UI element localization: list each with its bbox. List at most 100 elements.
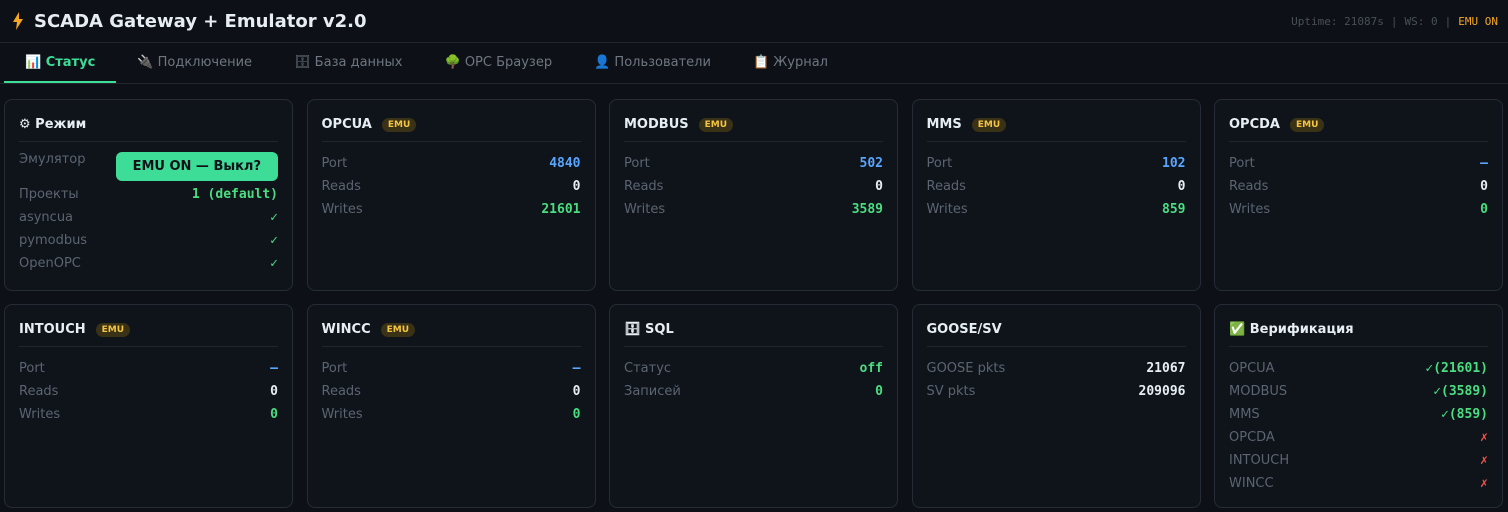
toggle-button[interactable]: EMU ON — Выкл?: [115, 152, 278, 181]
row: GOOSE pkts 21067: [927, 357, 1186, 380]
emu-status: EMU ON: [1458, 14, 1498, 28]
row-label: MODBUS: [1229, 384, 1288, 399]
row-value: 502: [859, 156, 883, 171]
row-value: 0: [270, 407, 278, 422]
row: asyncua ✓: [19, 206, 278, 229]
card-title: OPCUA: [321, 117, 372, 132]
row-label: Reads: [624, 179, 664, 194]
row: Port 102: [927, 152, 1186, 175]
row: Проекты 1 (default): [19, 183, 278, 206]
tab[interactable]: 📊 Статус: [4, 43, 117, 83]
row-label: Reads: [926, 179, 966, 194]
row: MMS ✓(859): [1229, 403, 1488, 426]
row-label: MMS: [1229, 407, 1260, 422]
card-title: INTOUCH: [19, 322, 86, 337]
row: Статус off: [624, 357, 883, 380]
row-value: —: [572, 361, 581, 376]
badge: EMU: [1289, 117, 1325, 132]
row: Port 502: [624, 152, 883, 175]
row: Writes 0: [1229, 198, 1488, 221]
row-value: 0: [572, 384, 581, 399]
row-value: 209096: [1138, 384, 1186, 399]
row-value: 102: [1162, 156, 1186, 171]
card-header: INTOUCH EMU: [19, 321, 278, 347]
card: ⚙ Режим Эмулятор EMU ON — Выкл? Проекты 1 (d…: [4, 99, 293, 291]
card: WINCC EMU Port — Reads 0 Writes 0: [306, 304, 596, 508]
row: Эмулятор EMU ON — Выкл?: [19, 152, 278, 183]
row: OpenOPC ✓: [19, 252, 278, 275]
row-value: ✗: [1480, 453, 1488, 468]
row-label: Port: [321, 156, 348, 171]
row-label: Writes: [321, 202, 363, 217]
row-label: Writes: [19, 407, 61, 422]
row-label: Port: [19, 361, 45, 376]
card-title: OPCDA: [1229, 117, 1280, 132]
row-value: off: [859, 361, 883, 376]
row-label: OPCDA: [1229, 430, 1275, 445]
badge: EMU: [698, 117, 734, 132]
card-title: MODBUS: [624, 117, 689, 132]
row: INTOUCH ✗: [1229, 449, 1488, 472]
row: Reads 0: [19, 380, 278, 403]
tab[interactable]: 🌳 OPC Браузер: [444, 54, 553, 70]
row: Writes 0: [322, 403, 581, 426]
row-value: ✗: [1480, 476, 1488, 491]
card: MODBUS EMU Port 502 Reads 0 Writes 3589: [609, 99, 898, 291]
card: 🗄 SQL Статус off Записей 0: [609, 304, 898, 508]
logo-icon: [13, 12, 23, 30]
row-label: Эмулятор: [19, 152, 86, 167]
card-title: GOOSE/SV: [926, 322, 1002, 337]
row-label: Записей: [624, 384, 681, 399]
row-label: OpenOPC: [19, 256, 81, 271]
row: Writes 3589: [624, 198, 883, 221]
card-header: ✅ Верификация: [1229, 321, 1488, 347]
row-value: ✓: [270, 256, 278, 271]
card: GOOSE/SV GOOSE pkts 21067 SV pkts 209096: [911, 304, 1201, 508]
row-value: 0: [1177, 179, 1186, 194]
row-label: Writes: [926, 202, 968, 217]
row-value: —: [270, 361, 278, 376]
badge: EMU: [95, 322, 131, 337]
row-value: ✓: [270, 233, 278, 248]
tab[interactable]: 🔌 Подключение: [137, 54, 253, 70]
row: WINCC ✗: [1229, 472, 1488, 495]
row-label: Reads: [321, 384, 361, 399]
row: Port 4840: [322, 152, 581, 175]
row: Port —: [19, 357, 278, 380]
row: Reads 0: [322, 175, 581, 198]
separator: |: [1444, 14, 1452, 28]
row-label: pymodbus: [19, 233, 88, 248]
card: OPCDA EMU Port — Reads 0 Writes 0: [1214, 99, 1503, 291]
row: Writes 21601: [322, 198, 581, 221]
card-header: GOOSE/SV: [926, 321, 1186, 347]
card-header: 🗄 SQL: [624, 321, 883, 347]
row-label: INTOUCH: [1229, 453, 1290, 468]
row-value: 3589: [851, 202, 883, 217]
card-title: WINCC: [321, 322, 371, 337]
row-value: 21067: [1146, 361, 1186, 376]
row: OPCDA ✗: [1229, 426, 1488, 449]
row-value: 0: [875, 179, 883, 194]
row: MODBUS ✓(3589): [1229, 380, 1488, 403]
row-label: Reads: [1229, 179, 1269, 194]
row-value: 0: [270, 384, 278, 399]
row-label: GOOSE pkts: [926, 361, 1006, 376]
row: Port —: [322, 357, 581, 380]
row: Reads 0: [927, 175, 1186, 198]
row-label: Port: [1229, 156, 1255, 171]
tab[interactable]: 🗄 База данных: [294, 54, 403, 70]
card: OPCUA EMU Port 4840 Reads 0 Writes 21601: [306, 99, 596, 291]
row-value: ✓(21601): [1425, 361, 1488, 376]
badge: EMU: [381, 117, 417, 132]
row: Writes 0: [19, 403, 278, 426]
tab[interactable]: 📋 Журнал: [752, 54, 828, 70]
row: OPCUA ✓(21601): [1229, 357, 1488, 380]
tab-bar: 📊 Статус 🔌 Подключение 🗄 База данных 🌳 OPC …: [0, 43, 1508, 84]
row: Reads 0: [624, 175, 883, 198]
row-label: Статус: [624, 361, 672, 376]
row: Reads 0: [322, 380, 581, 403]
card-grid: ⚙ Режим Эмулятор EMU ON — Выкл? Проекты 1 (d…: [0, 84, 1508, 508]
row-label: Writes: [1229, 202, 1271, 217]
tab[interactable]: 👤 Пользователи: [594, 54, 711, 70]
